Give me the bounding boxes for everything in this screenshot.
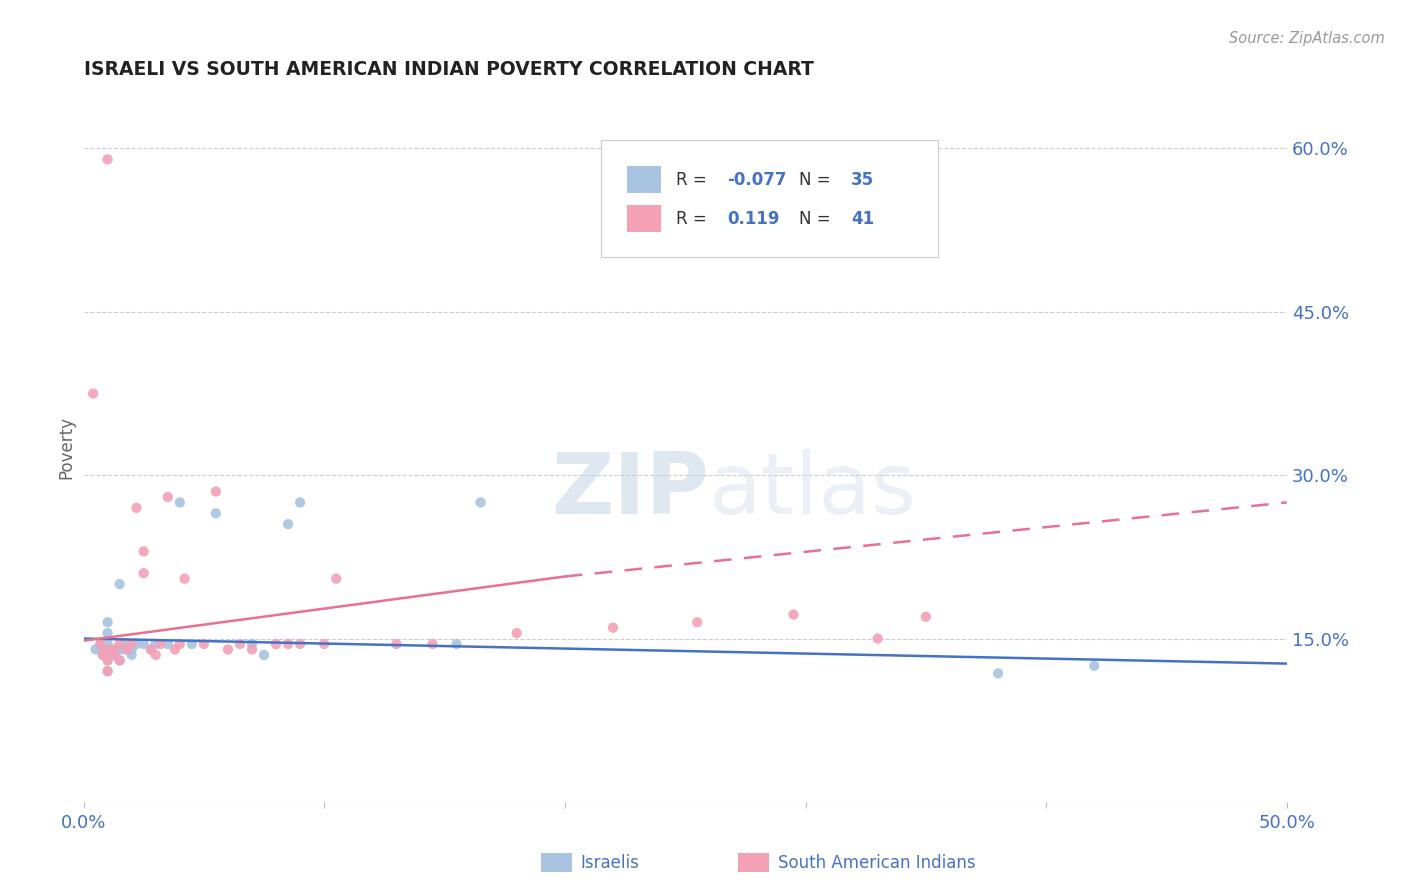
Point bbox=[422, 637, 444, 651]
Point bbox=[89, 637, 111, 651]
Point bbox=[288, 637, 311, 651]
Point bbox=[173, 572, 195, 586]
Text: atlas: atlas bbox=[709, 449, 917, 532]
Point bbox=[866, 632, 889, 646]
Point bbox=[108, 653, 131, 667]
Text: R =: R = bbox=[675, 210, 711, 227]
Point bbox=[125, 500, 148, 515]
Point bbox=[97, 664, 120, 678]
Point bbox=[89, 637, 111, 651]
Point bbox=[97, 653, 120, 667]
FancyBboxPatch shape bbox=[627, 205, 661, 232]
Point bbox=[686, 615, 709, 630]
Point bbox=[132, 566, 155, 581]
Point bbox=[115, 642, 138, 657]
Point bbox=[115, 637, 138, 651]
Text: ZIP: ZIP bbox=[551, 449, 709, 532]
Point bbox=[240, 642, 263, 657]
Text: N =: N = bbox=[800, 210, 837, 227]
Point bbox=[149, 637, 172, 651]
Text: 41: 41 bbox=[851, 210, 875, 227]
Point bbox=[108, 637, 131, 651]
Point bbox=[94, 642, 117, 657]
Point bbox=[205, 506, 228, 520]
Point bbox=[506, 626, 529, 640]
Point bbox=[156, 637, 179, 651]
Point bbox=[264, 637, 287, 651]
Text: Source: ZipAtlas.com: Source: ZipAtlas.com bbox=[1229, 31, 1385, 46]
Point bbox=[782, 607, 804, 622]
FancyBboxPatch shape bbox=[600, 140, 938, 257]
Point bbox=[91, 648, 114, 662]
Point bbox=[97, 637, 120, 651]
Point bbox=[229, 637, 252, 651]
Point bbox=[104, 642, 127, 657]
Point bbox=[169, 637, 191, 651]
Point bbox=[240, 637, 263, 651]
Point bbox=[163, 642, 186, 657]
Point bbox=[205, 484, 228, 499]
Point bbox=[121, 642, 143, 657]
Point bbox=[121, 648, 143, 662]
Point bbox=[97, 153, 120, 167]
Point bbox=[97, 626, 120, 640]
Point bbox=[288, 495, 311, 509]
Point bbox=[132, 637, 155, 651]
Point bbox=[101, 648, 124, 662]
Text: ISRAELI VS SOUTH AMERICAN INDIAN POVERTY CORRELATION CHART: ISRAELI VS SOUTH AMERICAN INDIAN POVERTY… bbox=[83, 60, 814, 78]
Point bbox=[82, 386, 104, 401]
Point bbox=[132, 544, 155, 558]
Point bbox=[180, 637, 202, 651]
Point bbox=[470, 495, 492, 509]
Point bbox=[446, 637, 468, 651]
Text: 0.119: 0.119 bbox=[727, 210, 780, 227]
Text: South American Indians: South American Indians bbox=[778, 854, 976, 871]
Point bbox=[108, 642, 131, 657]
Point bbox=[139, 642, 162, 657]
Point bbox=[385, 637, 408, 651]
Point bbox=[97, 653, 120, 667]
Point bbox=[145, 637, 167, 651]
Point bbox=[112, 642, 135, 657]
Point bbox=[987, 666, 1010, 681]
Point bbox=[121, 637, 143, 651]
Text: N =: N = bbox=[800, 170, 837, 189]
Point bbox=[277, 637, 299, 651]
Point bbox=[253, 648, 276, 662]
Point bbox=[91, 648, 114, 662]
Point bbox=[1083, 658, 1105, 673]
Y-axis label: Poverty: Poverty bbox=[58, 417, 75, 480]
Point bbox=[277, 517, 299, 532]
Point bbox=[97, 648, 120, 662]
Point bbox=[104, 648, 127, 662]
Text: -0.077: -0.077 bbox=[727, 170, 787, 189]
Point bbox=[84, 642, 107, 657]
Point bbox=[169, 495, 191, 509]
Point bbox=[602, 621, 624, 635]
Point bbox=[314, 637, 336, 651]
Point bbox=[139, 642, 162, 657]
FancyBboxPatch shape bbox=[627, 166, 661, 194]
Point bbox=[156, 490, 179, 504]
Point bbox=[325, 572, 347, 586]
Point bbox=[97, 615, 120, 630]
Point bbox=[145, 648, 167, 662]
Point bbox=[108, 653, 131, 667]
Text: 35: 35 bbox=[851, 170, 875, 189]
Point bbox=[125, 637, 148, 651]
Point bbox=[914, 609, 936, 624]
Text: Israelis: Israelis bbox=[581, 854, 640, 871]
Point bbox=[193, 637, 215, 651]
Point bbox=[108, 577, 131, 591]
Point bbox=[97, 664, 120, 678]
Text: R =: R = bbox=[675, 170, 711, 189]
Point bbox=[101, 642, 124, 657]
Point bbox=[94, 642, 117, 657]
Point bbox=[217, 642, 239, 657]
